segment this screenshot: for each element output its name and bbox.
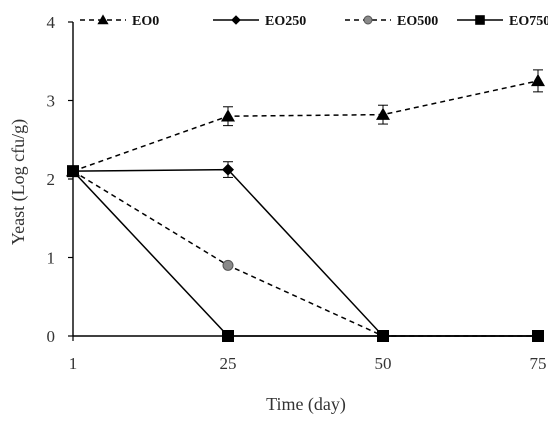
x-axis-title: Time (day): [266, 394, 346, 415]
series-line-eo750: [72, 170, 538, 337]
legend-label-eo500: EO500: [397, 14, 438, 29]
series-line-eo250: [72, 168, 538, 337]
data-point-eo0: [221, 109, 235, 122]
y-tick-label: 2: [47, 170, 56, 189]
y-axis-title: Yeast (Log cfu/g): [8, 119, 29, 245]
legend-label-eo750: EO750: [509, 14, 548, 29]
legend-marker-eo250: [231, 15, 241, 25]
y-tick-label: 0: [47, 327, 56, 346]
x-tick-label: 1: [69, 354, 78, 373]
data-point-eo250: [222, 163, 234, 176]
legend-marker-eo750: [475, 15, 485, 25]
data-point-eo750: [222, 330, 234, 342]
x-tick-label: 50: [375, 354, 392, 373]
legend-label-eo0: EO0: [132, 14, 159, 29]
legend: EO0 EO250 EO500 EO750: [80, 14, 548, 29]
x-tick-label: 25: [220, 354, 237, 373]
data-point-eo0: [531, 73, 545, 87]
y-tick-label: 1: [47, 249, 56, 268]
series-lines: [66, 69, 545, 342]
data-point-eo500: [222, 259, 234, 271]
series-line-eo0: [72, 80, 539, 172]
legend-marker-eo0: [97, 14, 109, 25]
data-point-eo750: [532, 330, 544, 342]
data-point-eo750: [377, 330, 389, 342]
data-point-eo0: [376, 107, 390, 120]
x-tick-label: 75: [530, 354, 547, 373]
legend-marker-eo500: [363, 15, 373, 25]
data-point-eo750: [67, 165, 79, 178]
y-tick-label: 4: [47, 13, 56, 32]
series-line-eo500: [72, 170, 538, 337]
legend-label-eo250: EO250: [265, 14, 306, 29]
y-tick-label: 3: [47, 92, 56, 111]
